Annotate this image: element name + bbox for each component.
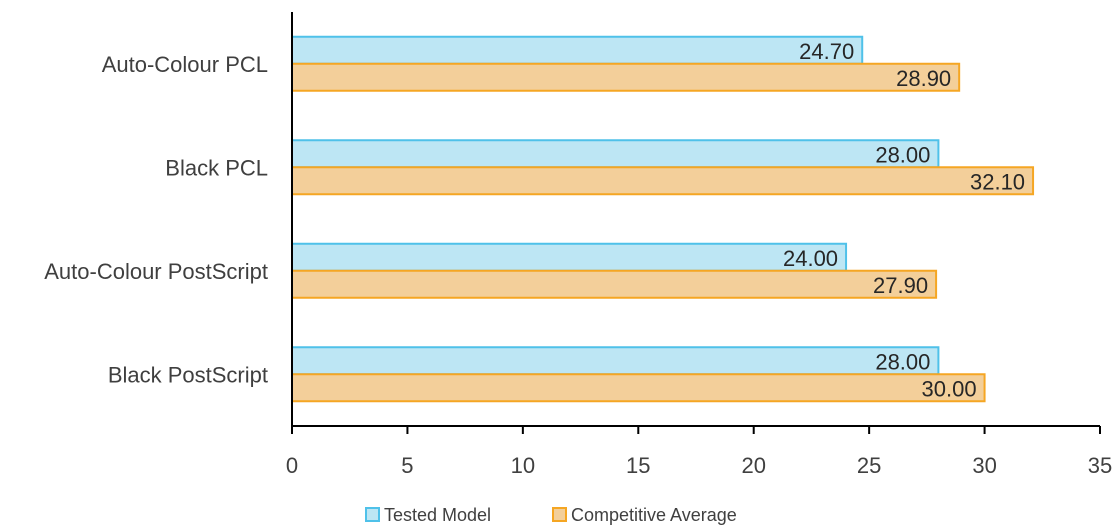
bar-competitive-average-auto-colour-postscript — [291, 269, 938, 299]
x-tick-label-15: 15 — [626, 453, 650, 478]
data-label-tested-model-black-postscript: 28.00 — [875, 349, 930, 374]
x-tick-label-30: 30 — [972, 453, 996, 478]
data-label-competitive-average-black-pcl: 32.10 — [970, 169, 1025, 194]
category-label-black-postscript: Black PostScript — [108, 362, 268, 387]
data-label-competitive-average-auto-colour-postscript: 27.90 — [873, 273, 928, 298]
legend: Tested Model Competitive Average — [365, 505, 737, 525]
labels-layer: 24.70 28.90 Auto-Colour PCL 28.00 32.10 Black… — [44, 39, 1112, 478]
x-tick-label-5: 5 — [401, 453, 413, 478]
category-label-auto-colour-postscript: Auto-Colour PostScript — [44, 259, 268, 284]
data-label-competitive-average-black-postscript: 30.00 — [922, 376, 977, 401]
bar-tested-model-auto-colour-pcl — [291, 35, 864, 65]
data-label-competitive-average-auto-colour-pcl: 28.90 — [896, 66, 951, 91]
data-label-tested-model-auto-colour-pcl: 24.70 — [799, 39, 854, 64]
category-label-auto-colour-pcl: Auto-Colour PCL — [102, 52, 268, 77]
data-label-tested-model-auto-colour-postscript: 24.00 — [783, 246, 838, 271]
bar-competitive-average-auto-colour-pcl — [291, 62, 961, 92]
data-label-tested-model-black-pcl: 28.00 — [875, 142, 930, 167]
legend-label-tested-model: Tested Model — [384, 505, 491, 525]
x-tick-label-0: 0 — [286, 453, 298, 478]
bar-tested-model-auto-colour-postscript — [291, 242, 848, 272]
axes-layer — [291, 12, 1101, 434]
x-tick-label-25: 25 — [857, 453, 881, 478]
bar-tested-model-black-postscript — [291, 346, 940, 376]
x-tick-label-20: 20 — [741, 453, 765, 478]
bar-competitive-average-black-pcl — [291, 166, 1035, 196]
category-label-black-pcl: Black PCL — [165, 155, 268, 180]
bars-layer — [291, 35, 1035, 403]
bar-competitive-average-black-postscript — [291, 373, 986, 403]
bar-tested-model-black-pcl — [291, 139, 940, 169]
x-tick-label-35: 35 — [1088, 453, 1112, 478]
legend-label-competitive-average: Competitive Average — [571, 505, 737, 525]
legend-swatch-tested-model — [365, 507, 380, 522]
x-tick-label-10: 10 — [511, 453, 535, 478]
legend-swatch-competitive-average — [552, 507, 567, 522]
